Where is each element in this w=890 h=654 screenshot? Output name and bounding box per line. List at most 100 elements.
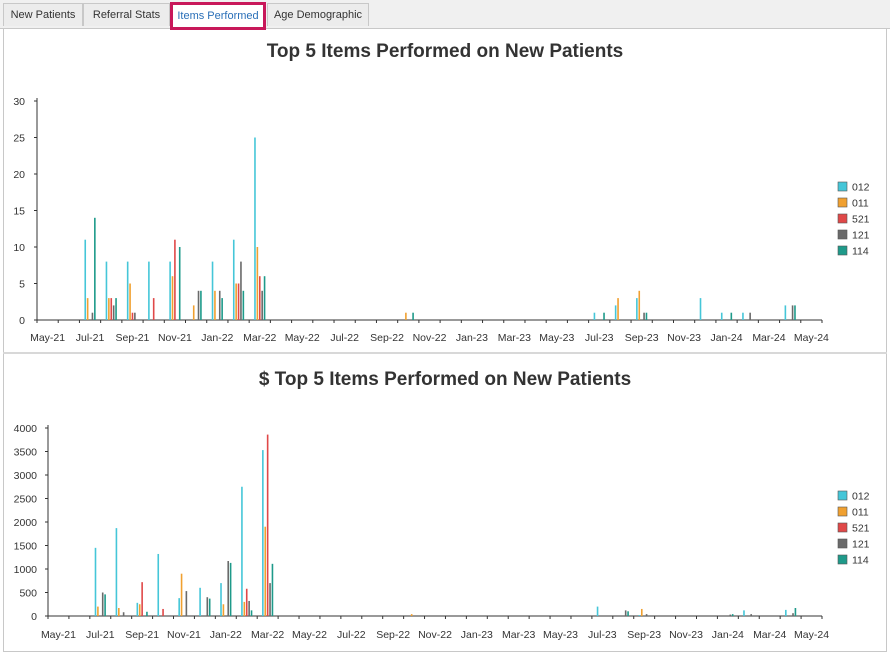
bar-521: [131, 312, 134, 320]
bar-011: [256, 247, 259, 320]
bar-011: [86, 298, 89, 320]
legend-swatch-121: [837, 229, 848, 240]
bar-114: [794, 305, 796, 320]
x-tick-label: Mar-22: [251, 629, 284, 641]
y-tick-label: 15: [13, 206, 25, 218]
bar-121: [134, 312, 136, 320]
x-tick-label: Jan-23: [461, 629, 493, 641]
bar-114: [263, 276, 266, 320]
legend-swatch-114: [837, 245, 848, 256]
bar-012: [784, 305, 787, 320]
bar-114: [146, 611, 148, 616]
bar-114: [412, 312, 414, 320]
bar-012: [115, 528, 118, 616]
x-tick-label: Mar-24: [752, 332, 785, 344]
x-tick-label: May-22: [292, 629, 327, 641]
bar-011: [405, 312, 407, 320]
x-tick-label: Jul-22: [337, 629, 366, 641]
tab-new-patients[interactable]: New Patients: [3, 3, 83, 26]
y-tick-label: 1000: [14, 564, 38, 576]
panel-splitter[interactable]: [3, 352, 887, 354]
bar-114: [242, 290, 245, 320]
x-tick-label: Mar-24: [753, 629, 786, 641]
bar-121: [206, 597, 209, 616]
bar-521: [258, 276, 261, 320]
bar-521: [237, 283, 240, 320]
bar-011: [214, 290, 216, 320]
bar-012: [84, 239, 87, 320]
x-tick-label: Jan-22: [210, 629, 242, 641]
bar-012: [105, 261, 108, 320]
bar-114: [104, 594, 106, 616]
bar-011: [129, 283, 131, 320]
y-tick-label: 20: [13, 169, 25, 181]
x-tick-label: May-22: [285, 332, 320, 344]
x-tick-label: Jan-24: [710, 332, 742, 344]
bar-012: [232, 239, 235, 320]
legend-label-012: 012: [852, 182, 870, 194]
legend-swatch-012: [837, 181, 848, 192]
x-tick-label: Nov-21: [167, 629, 201, 641]
x-tick-label: Sep-23: [627, 629, 661, 641]
bar-521: [245, 588, 248, 616]
bar-012: [614, 305, 617, 320]
bar-114: [221, 298, 223, 320]
legend-label-121: 121: [852, 230, 870, 242]
bar-121: [643, 312, 645, 320]
bar-012: [126, 261, 129, 320]
legend-swatch-521: [837, 213, 848, 224]
x-tick-label: Sep-21: [116, 332, 150, 344]
bar-012: [699, 298, 702, 320]
bar-012: [169, 261, 171, 320]
chart-title: $ Top 5 Items Performed on New Patients: [259, 369, 631, 390]
legend-swatch-011: [837, 197, 848, 208]
legend-label-521: 521: [852, 523, 870, 535]
bar-121: [197, 290, 200, 320]
y-tick-label: 3500: [14, 447, 38, 459]
y-tick-label: 30: [13, 96, 25, 108]
x-tick-label: May-24: [794, 629, 829, 641]
bar-121: [218, 290, 221, 320]
tab-referral-stats[interactable]: Referral Stats: [83, 3, 170, 26]
bar-121: [624, 610, 627, 616]
bar-114: [115, 298, 117, 320]
x-tick-label: Jul-21: [76, 332, 105, 344]
x-tick-label: Nov-21: [158, 332, 192, 344]
bar-114: [200, 290, 202, 320]
bar-011: [638, 290, 641, 320]
y-tick-label: 25: [13, 133, 25, 145]
legend-label-011: 011: [852, 198, 869, 210]
x-tick-label: Nov-23: [667, 332, 701, 344]
x-tick-label: Sep-21: [125, 629, 159, 641]
legend-swatch-114: [837, 554, 848, 565]
bar-114: [250, 610, 253, 616]
bar-012: [720, 312, 723, 320]
legend-swatch-521: [837, 522, 848, 533]
bar-521: [110, 298, 113, 320]
legend-swatch-121: [837, 538, 848, 549]
bar-011: [118, 608, 120, 616]
bar-012: [638, 615, 641, 616]
bar-011: [640, 608, 643, 616]
bar-011: [108, 298, 110, 320]
tab-items-performed[interactable]: Items Performed: [170, 2, 266, 30]
bar-121: [792, 613, 794, 616]
legend-swatch-011: [837, 506, 848, 517]
bar-011: [192, 305, 195, 320]
legend-label-121: 121: [852, 539, 870, 551]
bar-012: [211, 261, 214, 320]
bar-012: [94, 547, 97, 616]
x-tick-label: May-24: [794, 332, 829, 344]
bar-012: [742, 312, 744, 320]
chart-panel: [3, 28, 887, 652]
x-tick-label: Sep-23: [625, 332, 659, 344]
tab-age-demographic[interactable]: Age Demographic: [267, 3, 369, 26]
bar-114: [627, 611, 629, 616]
bar-121: [101, 592, 104, 616]
bar-121: [122, 612, 125, 616]
bar-012: [148, 261, 150, 320]
y-tick-label: 0: [19, 315, 25, 327]
y-tick-label: 10: [13, 242, 25, 254]
x-tick-label: Nov-23: [669, 629, 703, 641]
bar-114: [208, 598, 211, 616]
